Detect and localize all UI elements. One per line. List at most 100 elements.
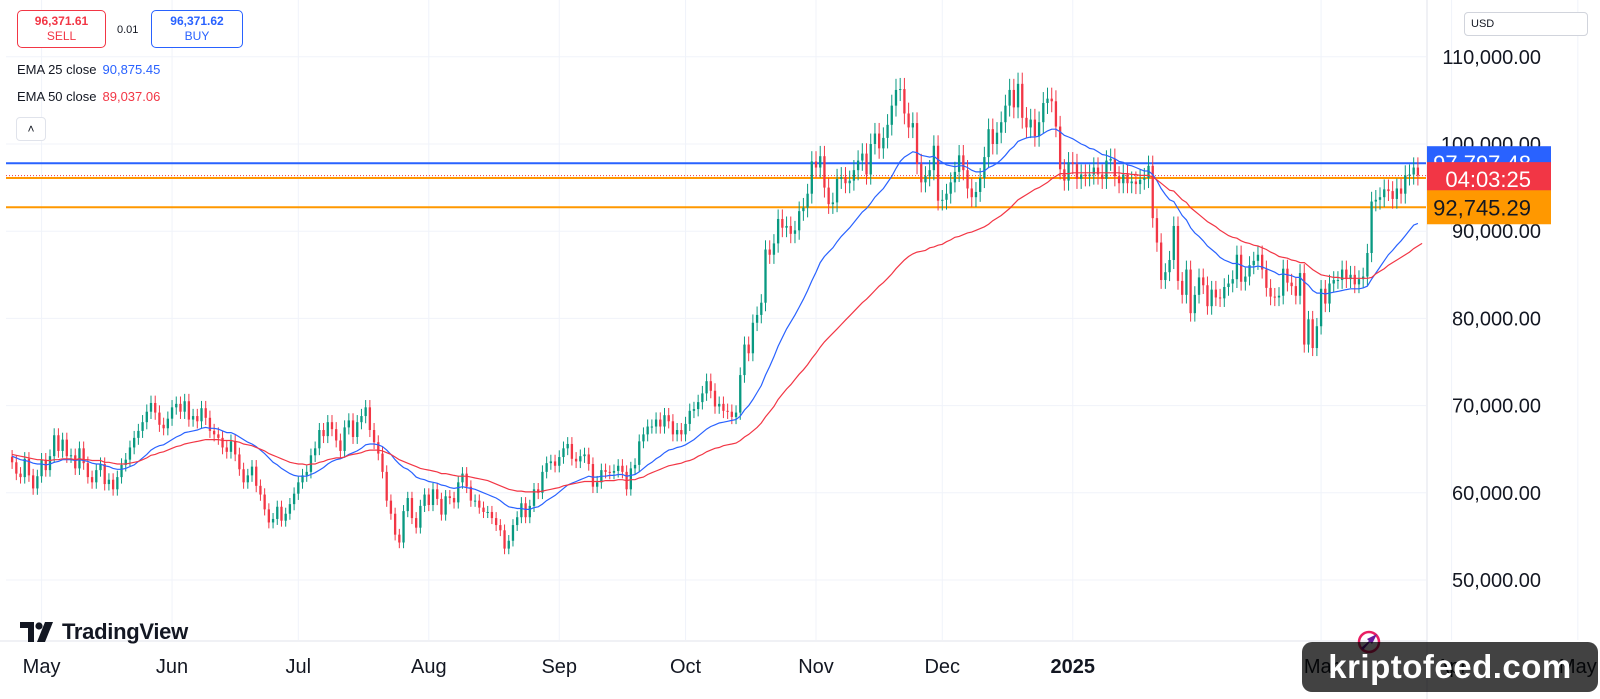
- candle-body: [473, 500, 477, 502]
- candle-body: [271, 518, 275, 523]
- candle-body: [326, 422, 329, 437]
- candle-body: [1155, 218, 1159, 243]
- candle-body: [1273, 296, 1276, 298]
- candle-body: [360, 416, 363, 423]
- candle-body: [301, 475, 304, 483]
- candle-body: [1134, 181, 1138, 185]
- candle-body: [1096, 167, 1100, 175]
- candle-body: [372, 430, 376, 443]
- candle-body: [633, 464, 637, 469]
- candle-body: [225, 447, 228, 452]
- collapse-indicators-button[interactable]: ˄: [16, 117, 46, 141]
- candle-body: [1147, 165, 1150, 179]
- candle-body: [1399, 188, 1403, 194]
- candle-body: [448, 496, 451, 499]
- candle-body: [292, 493, 296, 505]
- candle-body: [1050, 98, 1053, 102]
- candle-body: [196, 416, 199, 422]
- candle-body: [541, 471, 544, 493]
- candle-body: [747, 344, 750, 354]
- candle-body: [162, 424, 165, 429]
- candle-body: [528, 505, 531, 518]
- candle-body: [591, 464, 595, 487]
- candle-body: [494, 518, 498, 526]
- candle-body: [452, 498, 456, 503]
- indicator-ema25-value: 90,875.45: [102, 62, 161, 77]
- buy-price: 96,371.62: [170, 14, 224, 28]
- candle-body: [781, 218, 784, 228]
- candle-body: [250, 466, 254, 476]
- candle-body: [1282, 268, 1285, 296]
- candle-body: [1016, 83, 1020, 108]
- candle-body: [415, 518, 418, 528]
- candle-body: [280, 506, 283, 521]
- candle-body: [175, 403, 178, 408]
- candle-body: [95, 470, 98, 483]
- candle-body: [537, 489, 540, 493]
- indicator-ema25[interactable]: EMA 25 close 90,875.45: [17, 62, 160, 77]
- candle-body: [465, 473, 468, 487]
- candle-body: [1298, 273, 1302, 296]
- candle-body: [709, 381, 712, 391]
- candle-body: [1138, 179, 1142, 185]
- candles: [10, 72, 1420, 555]
- candle-body: [760, 302, 763, 315]
- grid: [6, 0, 1579, 640]
- candle-body: [1042, 103, 1045, 123]
- indicator-ema50[interactable]: EMA 50 close 89,037.06: [17, 89, 160, 104]
- candle-body: [149, 402, 153, 412]
- candle-body: [642, 434, 645, 442]
- orange-level-tag-text: 92,745.29: [1433, 195, 1531, 220]
- candle-body: [1303, 273, 1306, 345]
- candle-body: [170, 407, 174, 419]
- sell-button[interactable]: 96,371.61 SELL: [17, 10, 106, 48]
- candle-body: [726, 410, 729, 412]
- candle-body: [1176, 225, 1180, 281]
- candle-body: [844, 177, 847, 184]
- candle-body: [389, 500, 393, 514]
- candle-body: [1235, 254, 1239, 280]
- candle-body: [377, 442, 380, 454]
- x-tick-label: May: [23, 656, 61, 678]
- candle-body: [1261, 254, 1264, 270]
- candle-body: [482, 507, 485, 512]
- candle-body: [1012, 89, 1015, 108]
- candle-body: [335, 429, 338, 441]
- candle-body: [941, 199, 944, 201]
- candle-body: [566, 443, 569, 449]
- candle-body: [772, 243, 776, 255]
- candle-body: [1021, 83, 1024, 118]
- candle-body: [402, 511, 405, 543]
- candle-body: [1214, 289, 1218, 298]
- spread-value: 0.01: [117, 24, 139, 36]
- candle-body: [1092, 167, 1095, 175]
- candle-body: [819, 156, 822, 168]
- candle-body: [1075, 164, 1079, 179]
- candle-body: [48, 456, 52, 471]
- candle-body: [705, 381, 708, 394]
- candle-body: [82, 448, 85, 464]
- candle-body: [734, 412, 738, 417]
- candle-body: [970, 188, 973, 198]
- candle-body: [823, 156, 826, 188]
- buy-button[interactable]: 96,371.62 BUY: [151, 10, 243, 48]
- candle-body: [1248, 265, 1251, 277]
- candle-body: [1218, 297, 1222, 299]
- currency-selector[interactable]: USD: [1464, 12, 1588, 36]
- candle-body: [74, 455, 77, 469]
- candle-body: [697, 402, 700, 410]
- x-tick-label: Oct: [670, 656, 702, 678]
- candle-body: [612, 471, 616, 473]
- candle-body: [330, 422, 334, 430]
- candle-body: [120, 464, 123, 478]
- candle-body: [650, 426, 654, 428]
- candle-body: [393, 513, 397, 535]
- candle-body: [313, 448, 317, 456]
- candle-body: [953, 171, 957, 183]
- candle-body: [932, 145, 936, 171]
- tradingview-logo[interactable]: TradingView: [20, 619, 188, 645]
- candle-body: [217, 434, 220, 438]
- candle-body: [1244, 276, 1247, 282]
